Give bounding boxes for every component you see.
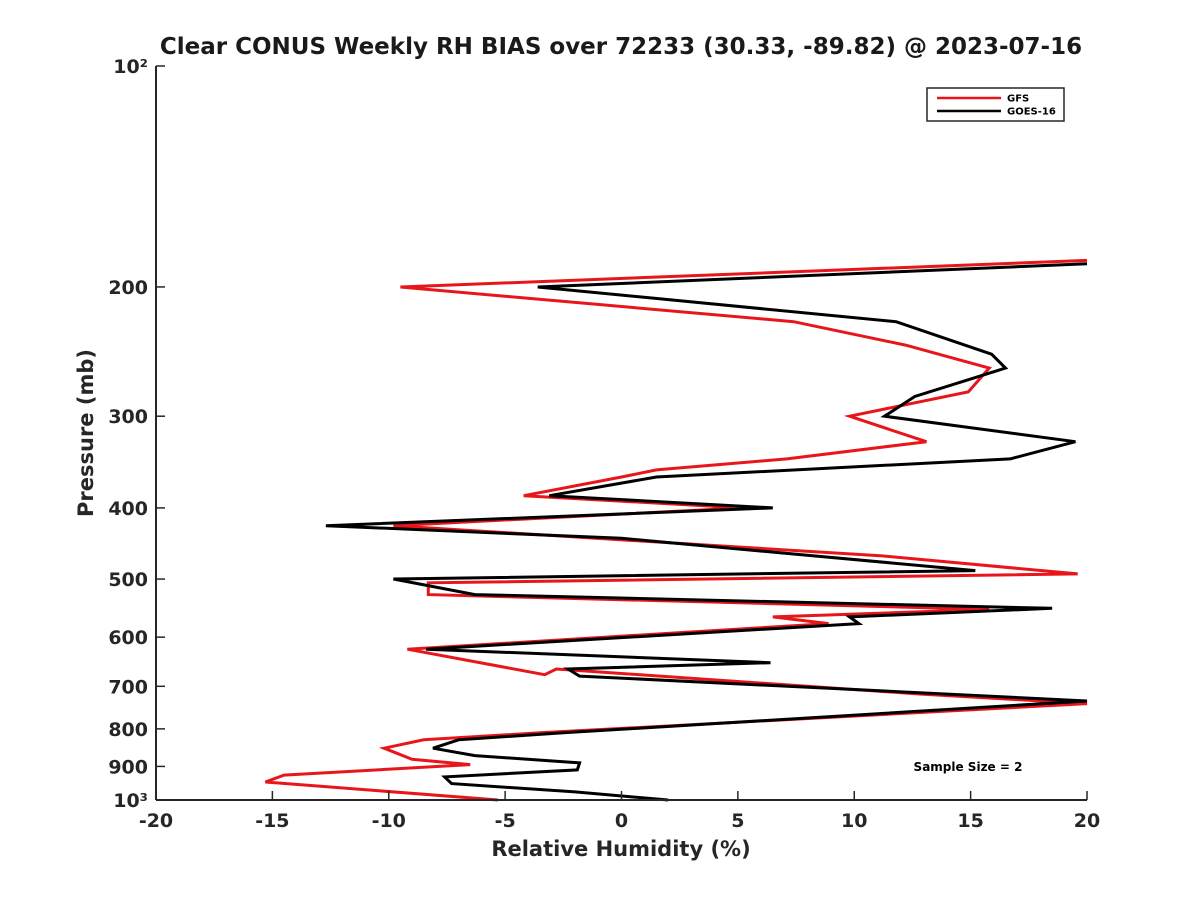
chart-title: Clear CONUS Weekly RH BIAS over 72233 (3… [160,34,1082,60]
x-ticks-group: -20 -15 -10 -5 0 5 10 15 20 [139,791,1100,832]
x-tick-label: -15 [255,810,289,832]
x-tick-label: 0 [615,810,628,832]
x-tick-label: 5 [731,810,744,832]
x-tick-label: -5 [495,810,516,832]
sample-size-annotation: Sample Size = 2 [914,760,1023,774]
series-line-goes-16 [325,262,1088,802]
y-ticks-group: 10² 200 300 400 500 600 700 800 900 10³ [108,56,165,812]
axes-group [155,66,1087,801]
y-tick-label: 200 [108,277,148,299]
legend: GFS GOES-16 [926,87,1065,122]
legend-label: GFS [1007,94,1029,105]
series-line-gfs [264,258,1088,802]
x-tick-label: 10 [841,810,867,832]
y-tick-label: 600 [108,627,148,649]
y-tick-label: 300 [108,406,148,428]
y-axis-label: Pressure (mb) [74,349,98,517]
y-tick-label: 700 [108,676,148,698]
legend-box [926,87,1065,122]
y-tick-label: 10² [113,56,148,78]
x-axis-label: Relative Humidity (%) [491,837,750,861]
y-tick-label: 10³ [113,790,148,812]
x-tick-label: -20 [139,810,173,832]
y-tick-label: 800 [108,719,148,741]
x-tick-label: 20 [1074,810,1100,832]
y-tick-label: 900 [108,756,148,778]
x-tick-label: 15 [957,810,983,832]
legend-label: GOES-16 [1007,107,1056,118]
y-tick-label: 400 [108,498,148,520]
plot-series-group [264,258,1088,802]
x-tick-label: -10 [372,810,406,832]
y-tick-label: 500 [108,569,148,591]
